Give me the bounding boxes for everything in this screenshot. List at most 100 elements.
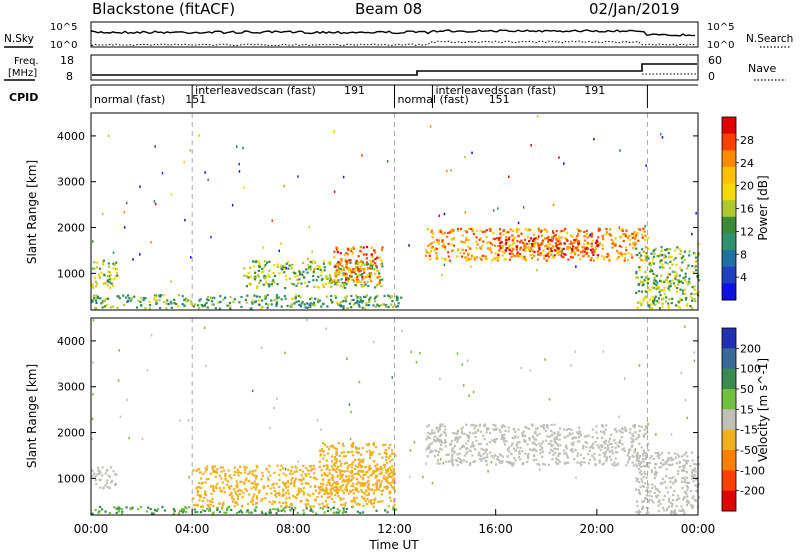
power-echo-cell bbox=[461, 248, 464, 251]
power-echo-cell bbox=[583, 243, 586, 246]
vel-echo-cell bbox=[546, 424, 549, 427]
vel-echo-speckle bbox=[655, 433, 657, 436]
power-echo-cell bbox=[374, 251, 377, 254]
power-echo-cell bbox=[556, 252, 559, 255]
vel-echo-cell bbox=[305, 474, 308, 478]
vel-echo-cell bbox=[427, 424, 430, 427]
vel-echo-cell bbox=[608, 443, 611, 446]
power-echo-cell bbox=[112, 267, 115, 270]
vel-echo-cell bbox=[667, 500, 671, 503]
vel-echo-cell bbox=[483, 438, 486, 441]
vel-echo-cell bbox=[234, 501, 237, 505]
vel-echo-cell bbox=[670, 459, 674, 462]
power-echo-cell bbox=[275, 302, 279, 305]
power-echo-cell bbox=[672, 258, 675, 261]
power-echo-cell bbox=[684, 272, 687, 275]
vel-echo-cell bbox=[695, 478, 698, 481]
vel-echo-cell bbox=[351, 505, 354, 508]
vel-cbar-tick-label: 100 bbox=[740, 363, 761, 376]
vel-echo-cell bbox=[325, 484, 328, 487]
vel-echo-cell bbox=[224, 473, 227, 476]
cpid-segment-label: normal (fast) bbox=[398, 93, 469, 106]
vel-echo-cell bbox=[533, 442, 536, 446]
power-echo-cell bbox=[515, 254, 518, 257]
power-echo-cell bbox=[433, 247, 436, 250]
vel-echo-cell bbox=[342, 507, 345, 510]
power-echo-cell bbox=[277, 296, 280, 299]
vel-echo-cell bbox=[460, 430, 464, 433]
vel-echo-cell bbox=[519, 446, 522, 449]
vel-echo-cell bbox=[459, 458, 462, 461]
power-echo-speckle bbox=[170, 193, 173, 196]
power-cbar-tick-label: 8 bbox=[740, 248, 747, 261]
vel-echo-cell bbox=[218, 510, 222, 513]
vel-echo-cell bbox=[281, 494, 284, 497]
power-echo-cell bbox=[604, 233, 607, 236]
vel-echo-cell bbox=[338, 454, 341, 457]
vel-echo-cell bbox=[336, 486, 339, 489]
vel-echo-cell bbox=[681, 469, 684, 472]
power-echo-cell bbox=[264, 295, 267, 298]
power-echo-speckle bbox=[471, 151, 473, 155]
vel-echo-cell bbox=[320, 474, 323, 477]
vel-echo-cell bbox=[252, 495, 255, 498]
vel-echo-speckle bbox=[693, 359, 696, 363]
vel-echo-cell bbox=[686, 495, 689, 498]
power-echo-cell bbox=[673, 285, 677, 288]
power-echo-cell bbox=[502, 233, 505, 236]
power-echo-cell bbox=[369, 267, 372, 270]
power-echo-speckle bbox=[536, 268, 538, 272]
vel-echo-cell bbox=[340, 476, 343, 479]
vel-echo-cell bbox=[685, 462, 688, 465]
power-echo-cell bbox=[546, 247, 549, 250]
power-echo-cell bbox=[175, 302, 178, 306]
power-cbar-band bbox=[722, 216, 736, 234]
power-echo-cell bbox=[694, 300, 697, 303]
vel-echo-cell bbox=[91, 474, 94, 478]
vel-echo-cell bbox=[588, 458, 592, 462]
power-echo-cell bbox=[537, 253, 540, 256]
vel-echo-cell bbox=[233, 488, 236, 491]
power-echo-cell bbox=[287, 267, 290, 270]
vel-echo-cell bbox=[382, 444, 385, 447]
vel-echo-cell bbox=[673, 452, 676, 455]
vel-echo-cell bbox=[431, 450, 434, 453]
vel-echo-cell bbox=[557, 454, 560, 458]
power-echo-cell bbox=[253, 294, 256, 297]
power-echo-cell bbox=[275, 296, 278, 299]
power-echo-cell bbox=[321, 283, 324, 286]
vel-echo-cell bbox=[294, 465, 297, 468]
vel-echo-cell bbox=[219, 474, 222, 477]
power-echo-cell bbox=[689, 295, 692, 298]
vel-echo-cell bbox=[628, 450, 631, 453]
vel-echo-cell bbox=[429, 432, 432, 435]
power-echo-cell bbox=[499, 228, 502, 231]
power-echo-cell bbox=[590, 232, 593, 235]
vel-echo-cell bbox=[601, 463, 604, 466]
power-echo-cell bbox=[380, 263, 383, 266]
vel-echo-cell bbox=[572, 443, 575, 446]
power-echo-cell bbox=[363, 269, 366, 272]
power-echo-cell bbox=[531, 249, 534, 252]
vel-cbar-band bbox=[722, 409, 736, 431]
vel-echo-cell bbox=[310, 505, 313, 508]
power-echo-cell bbox=[527, 246, 530, 249]
power-echo-speckle bbox=[153, 200, 156, 203]
vel-echo-cell bbox=[557, 462, 560, 465]
power-echo-cell bbox=[449, 231, 452, 234]
power-echo-speckle bbox=[238, 162, 240, 166]
vel-echo-cell bbox=[342, 445, 345, 448]
vel-echo-cell bbox=[365, 490, 368, 493]
power-echo-cell bbox=[651, 307, 654, 310]
vel-echo-cell bbox=[601, 436, 604, 439]
power-echo-cell bbox=[624, 252, 627, 255]
power-echo-speckle bbox=[126, 201, 128, 205]
vel-echo-cell bbox=[563, 436, 566, 439]
vel-echo-cell bbox=[393, 503, 396, 506]
power-echo-cell bbox=[577, 232, 580, 235]
vel-echo-cell bbox=[511, 442, 514, 445]
power-echo-cell bbox=[550, 250, 553, 253]
vel-echo-cell bbox=[503, 433, 506, 436]
x-tick-label: 00:00 bbox=[74, 522, 109, 536]
power-echo-cell bbox=[261, 305, 264, 308]
